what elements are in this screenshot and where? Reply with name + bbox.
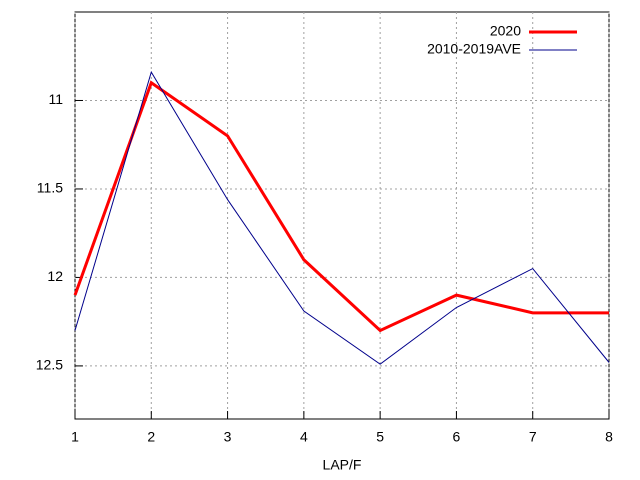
x-tick-label: 2 [147, 429, 155, 445]
x-tick-label: 8 [605, 429, 613, 445]
x-axis-label: LAP/F [323, 457, 362, 473]
data-line [74, 70, 610, 365]
y-tick-label: 11.5 [37, 180, 63, 196]
y-tick-label: 11 [48, 91, 63, 107]
y-tick-label: 12 [47, 268, 63, 284]
x-tick-label: 1 [71, 429, 79, 445]
plot-frame [74, 11, 610, 420]
legend-label: 2010-2019AVE [427, 41, 521, 57]
x-tick-label: 5 [376, 429, 384, 445]
y-tick-label: 12.5 [36, 357, 63, 373]
x-tick-label: 4 [300, 429, 308, 445]
x-tick-label: 6 [453, 429, 461, 445]
legend-label: 2020 [490, 23, 521, 39]
x-tick-label: 3 [224, 429, 232, 445]
data-line [73, 80, 609, 333]
x-tick-label: 7 [529, 429, 537, 445]
